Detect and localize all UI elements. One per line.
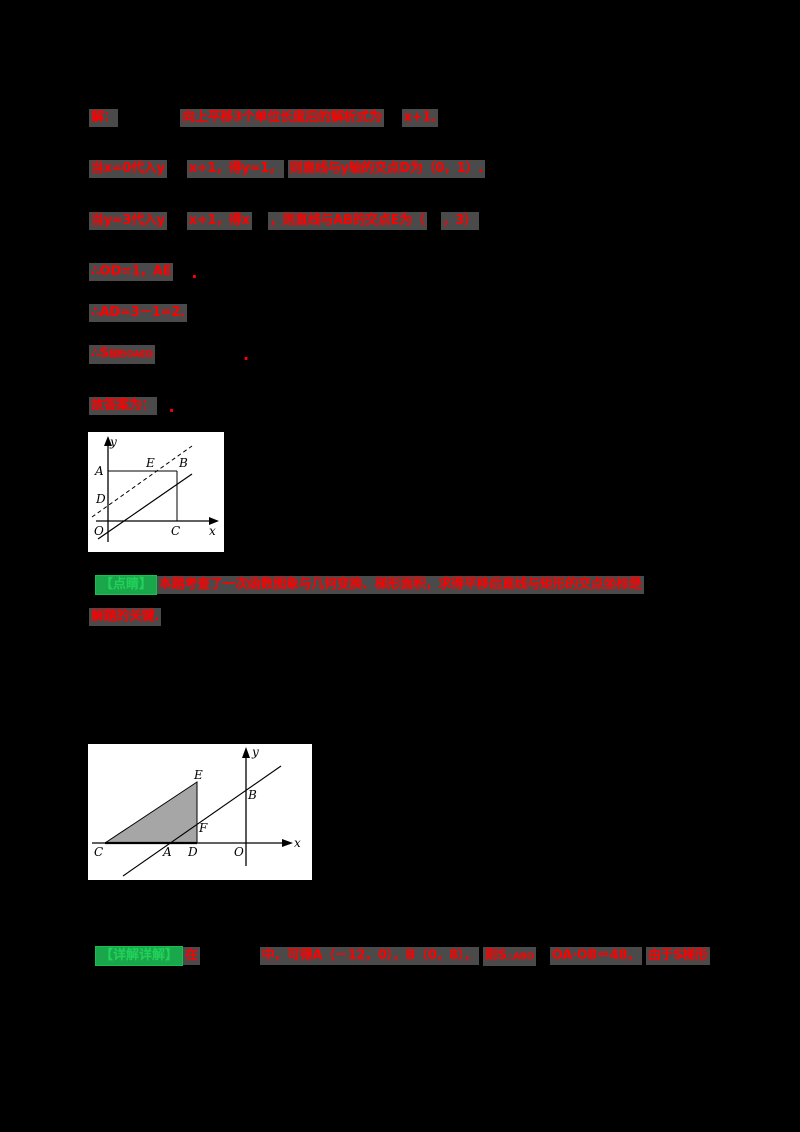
coordinate-diagram: y x A E B D O C xyxy=(91,435,219,542)
point-label-F: F xyxy=(198,821,208,835)
solution-line-5: ∴AD=3－1=2. xyxy=(89,303,187,323)
period: . xyxy=(243,344,250,364)
axis-label-x: x xyxy=(294,836,301,850)
figure-triangle-graph: y x E B F C A D O xyxy=(88,744,312,880)
analysis-text: 解题的关键. xyxy=(89,608,162,626)
solution-heading: 解： xyxy=(89,109,119,127)
solution-text: ∴OD=1，AE xyxy=(89,263,174,281)
solution-text: OA·OB＝48， xyxy=(549,947,642,965)
solution-text: x+1，得y=1， xyxy=(186,160,284,178)
solution-text: 当y=3代入y xyxy=(89,212,167,230)
solution-tag: 【详解详解】 xyxy=(95,946,184,966)
point-label-D: D xyxy=(95,492,106,506)
solution-text: 中，可得A（－12，0），B（0，8）， xyxy=(259,947,479,965)
solution-text: ，3） xyxy=(440,212,479,230)
point-label-B: B xyxy=(178,456,188,470)
axis-label-x: x xyxy=(209,524,216,538)
solution-text: ，则直线与AB的交点E为（ xyxy=(267,212,427,230)
solution-text: 当x=0代入y xyxy=(89,160,167,178)
answer-label: 故答案为： xyxy=(89,397,157,415)
point-label-C: C xyxy=(94,845,103,859)
point-label-C: C xyxy=(171,524,180,538)
point-label-A: A xyxy=(162,845,172,859)
point-label-D: D xyxy=(187,845,198,859)
period: . xyxy=(168,396,175,416)
solution-line-1: 解： 向上平移3个单位长度后的解析式为 x+1. xyxy=(89,108,438,128)
figure-rectangle-graph: y x A E B D O C xyxy=(88,432,224,552)
analysis-line-2: 解题的关键. xyxy=(89,607,162,627)
coordinate-diagram: y x E B F C A D O xyxy=(92,745,301,877)
analysis-line-1: 【点睛】 本题考查了一次函数图象与几何变换、梯形面积，求得平移后直线与矩形的交点… xyxy=(95,575,644,595)
solution-text: 在 xyxy=(183,947,200,965)
analysis-tag: 【点睛】 xyxy=(95,575,158,595)
solution-line-2: 当x=0代入y x+1，得y=1， 则直线与y轴的交点D为（0，1）. xyxy=(89,159,485,179)
solution-text: 由于S梯形 xyxy=(645,947,710,965)
solution-text: ∴AD=3－1=2. xyxy=(89,304,187,322)
point-label-A: A xyxy=(94,464,104,478)
axis-label-y: y xyxy=(251,745,259,759)
point-label-E: E xyxy=(145,456,155,470)
point-label-O: O xyxy=(234,845,244,859)
point-label-B: B xyxy=(247,788,257,802)
solution2-line: 【详解详解】 在 中，可得A（－12，0），B（0，8）， 则S△ABO OA·… xyxy=(95,946,710,966)
point-label-E: E xyxy=(193,768,203,782)
solution-line-4: ∴OD=1，AE . xyxy=(89,262,197,282)
solution-line-7: 故答案为： . xyxy=(89,396,175,416)
point-label-O: O xyxy=(94,524,104,538)
axis-label-y: y xyxy=(109,435,117,449)
solution-text: ∴S梯形OAED xyxy=(89,344,156,364)
solution-text: 向上平移3个单位长度后的解析式为 xyxy=(180,109,384,127)
solution-text: 则S△ABO xyxy=(482,946,536,966)
solution-text: x+1，得x xyxy=(186,212,252,230)
analysis-text: 本题考查了一次函数图象与几何变换、梯形面积，求得平移后直线与矩形的交点坐标是 xyxy=(157,576,644,594)
period: . xyxy=(191,262,198,282)
solution-expression: x+1. xyxy=(401,109,438,127)
solution-line-6: ∴S梯形OAED . xyxy=(89,344,249,364)
solution-line-3: 当y=3代入y x+1，得x ，则直线与AB的交点E为（ ，3） xyxy=(89,211,479,231)
solution-text: 则直线与y轴的交点D为（0，1）. xyxy=(287,160,485,178)
